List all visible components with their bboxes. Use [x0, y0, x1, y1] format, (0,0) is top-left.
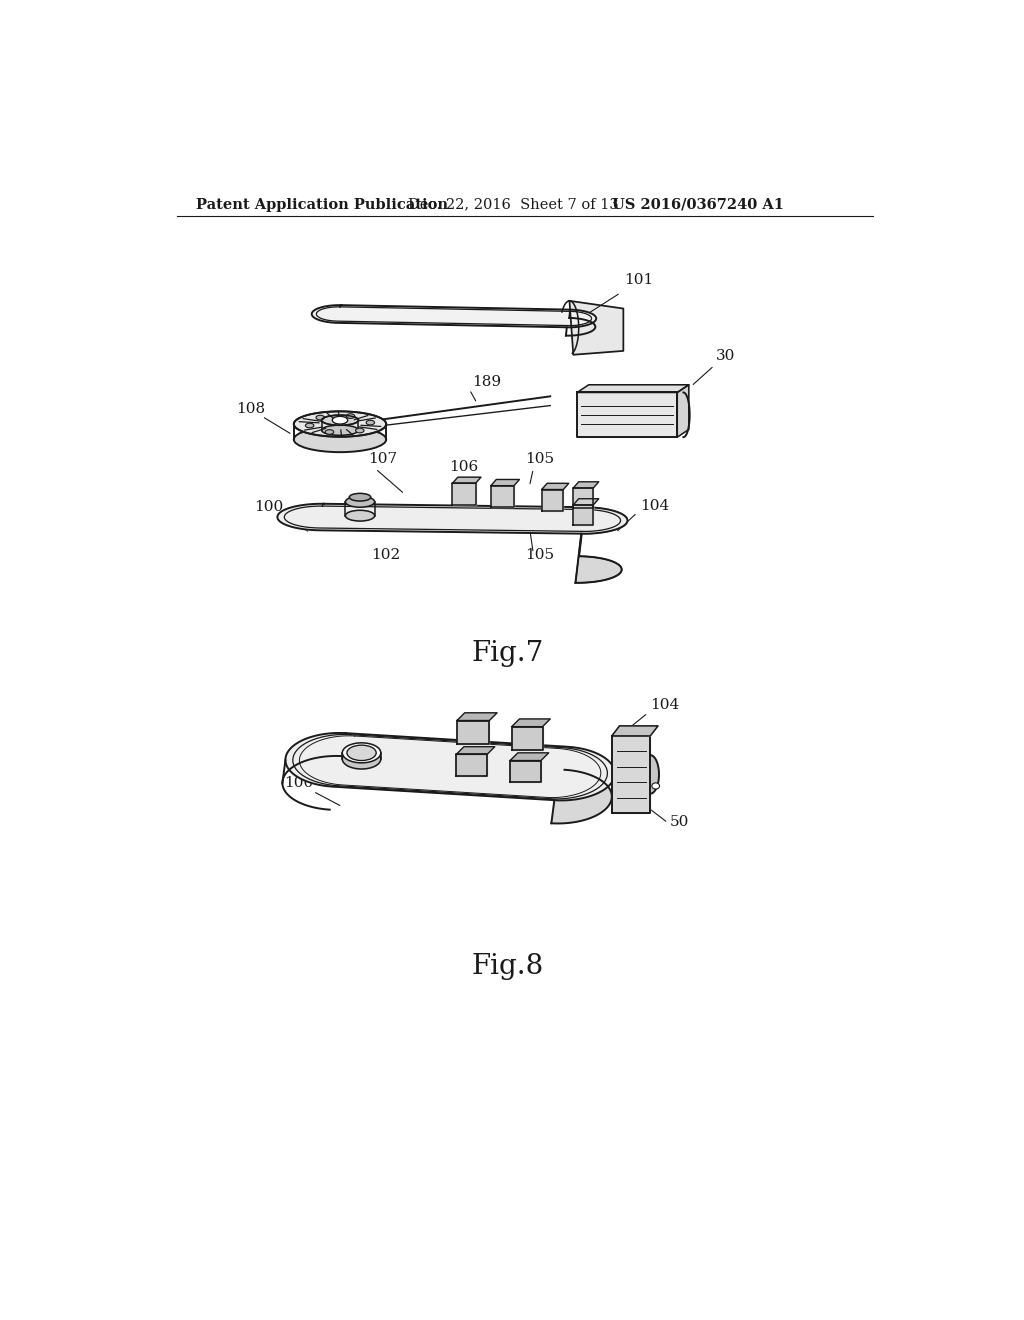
Polygon shape [575, 507, 628, 583]
Polygon shape [650, 755, 659, 793]
Ellipse shape [342, 743, 381, 763]
Text: 104: 104 [640, 499, 670, 512]
Polygon shape [278, 504, 628, 533]
Polygon shape [573, 488, 593, 508]
Text: US 2016/0367240 A1: US 2016/0367240 A1 [611, 198, 783, 211]
Polygon shape [551, 747, 614, 824]
Polygon shape [573, 482, 599, 488]
Polygon shape [490, 486, 514, 507]
Ellipse shape [345, 496, 375, 507]
Polygon shape [457, 755, 487, 776]
Polygon shape [453, 478, 481, 483]
Ellipse shape [346, 413, 354, 418]
Ellipse shape [294, 426, 386, 453]
Text: 189: 189 [472, 375, 502, 389]
Polygon shape [510, 752, 549, 760]
Text: 107: 107 [368, 453, 397, 466]
Text: 102: 102 [372, 548, 400, 562]
Text: 101: 101 [624, 273, 653, 288]
Ellipse shape [345, 511, 375, 521]
Ellipse shape [367, 420, 375, 425]
Text: 100: 100 [254, 500, 283, 513]
Ellipse shape [322, 425, 358, 436]
Text: 50: 50 [670, 814, 689, 829]
Polygon shape [510, 760, 541, 781]
Polygon shape [311, 305, 596, 327]
Text: 100: 100 [285, 776, 313, 791]
Text: Patent Application Publication: Patent Application Publication [196, 198, 449, 211]
Ellipse shape [652, 783, 659, 789]
Text: Dec. 22, 2016  Sheet 7 of 13: Dec. 22, 2016 Sheet 7 of 13 [408, 198, 618, 211]
Ellipse shape [355, 428, 365, 433]
Polygon shape [457, 713, 497, 721]
Text: 104: 104 [650, 698, 680, 711]
Polygon shape [512, 719, 550, 726]
Polygon shape [611, 737, 650, 813]
Text: 106: 106 [450, 461, 478, 474]
Ellipse shape [333, 416, 348, 424]
Ellipse shape [349, 494, 371, 502]
Polygon shape [578, 392, 677, 437]
Ellipse shape [316, 416, 325, 420]
Text: 105: 105 [525, 548, 555, 562]
Ellipse shape [347, 744, 376, 760]
Polygon shape [457, 747, 495, 755]
Ellipse shape [305, 424, 314, 428]
Polygon shape [578, 385, 689, 392]
Polygon shape [453, 483, 475, 506]
Polygon shape [573, 506, 593, 525]
Polygon shape [457, 721, 489, 743]
Ellipse shape [342, 748, 381, 770]
Ellipse shape [326, 430, 334, 434]
Polygon shape [677, 385, 689, 437]
Polygon shape [512, 726, 543, 750]
Text: Fig.7: Fig.7 [472, 640, 544, 667]
Text: 105: 105 [525, 453, 555, 466]
Text: Fig.8: Fig.8 [472, 953, 544, 981]
Polygon shape [490, 479, 519, 486]
Polygon shape [286, 733, 614, 800]
Polygon shape [542, 483, 568, 490]
Polygon shape [542, 490, 563, 511]
Ellipse shape [294, 412, 386, 437]
Polygon shape [611, 726, 658, 737]
Polygon shape [569, 301, 624, 355]
Text: 30: 30 [716, 350, 735, 363]
Ellipse shape [322, 414, 358, 425]
Polygon shape [573, 499, 599, 506]
Text: 108: 108 [237, 403, 265, 416]
